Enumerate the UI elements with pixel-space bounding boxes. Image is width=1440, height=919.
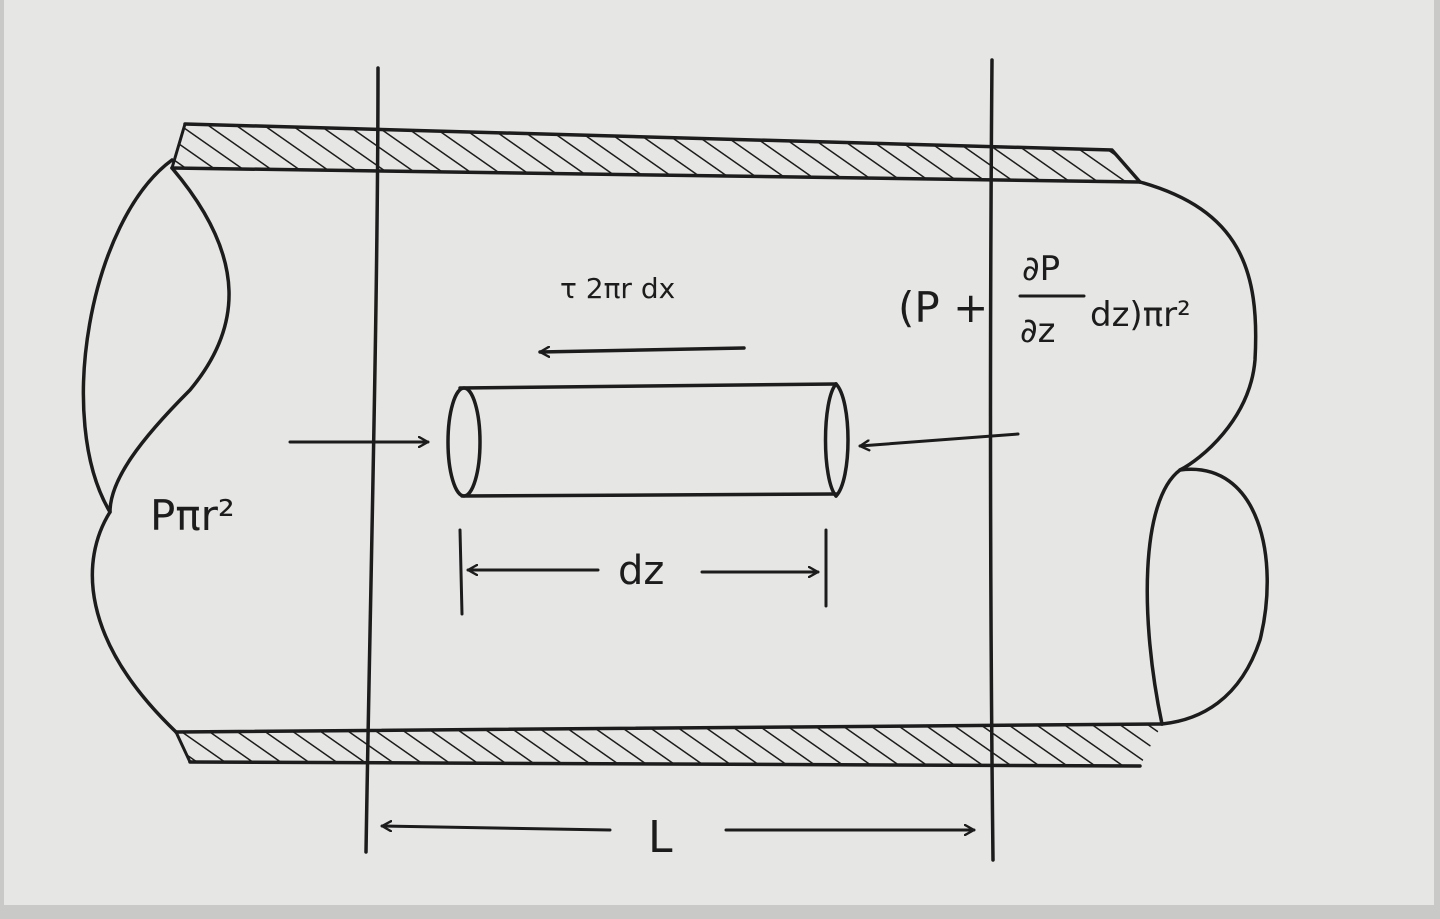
section-length-label: L	[648, 812, 673, 863]
left-pipe-break	[81, 158, 231, 734]
element-length-label: dz	[618, 548, 664, 594]
pressure-gradient-denominator: ∂z	[1020, 311, 1055, 351]
shear-force-arrow	[538, 348, 746, 352]
shear-force-label: τ 2πr dx	[560, 272, 675, 305]
length-dimension	[380, 826, 976, 830]
left-pressure-force-label: Pπr²	[150, 491, 235, 540]
right-pressure-open-label: (P +	[898, 283, 988, 332]
fluid-element-cylinder	[446, 382, 850, 498]
right-pressure-arrow	[858, 432, 1020, 446]
pressure-gradient-numerator: ∂P	[1022, 249, 1060, 289]
right-section-line	[988, 58, 995, 862]
top-pipe-wall	[170, 122, 1142, 184]
dz-dimension	[458, 528, 828, 616]
left-section-line	[364, 66, 380, 854]
right-pressure-close-label: dz)πr²	[1090, 295, 1191, 335]
bottom-pipe-wall	[174, 722, 1164, 768]
right-pipe-break	[1138, 180, 1269, 726]
